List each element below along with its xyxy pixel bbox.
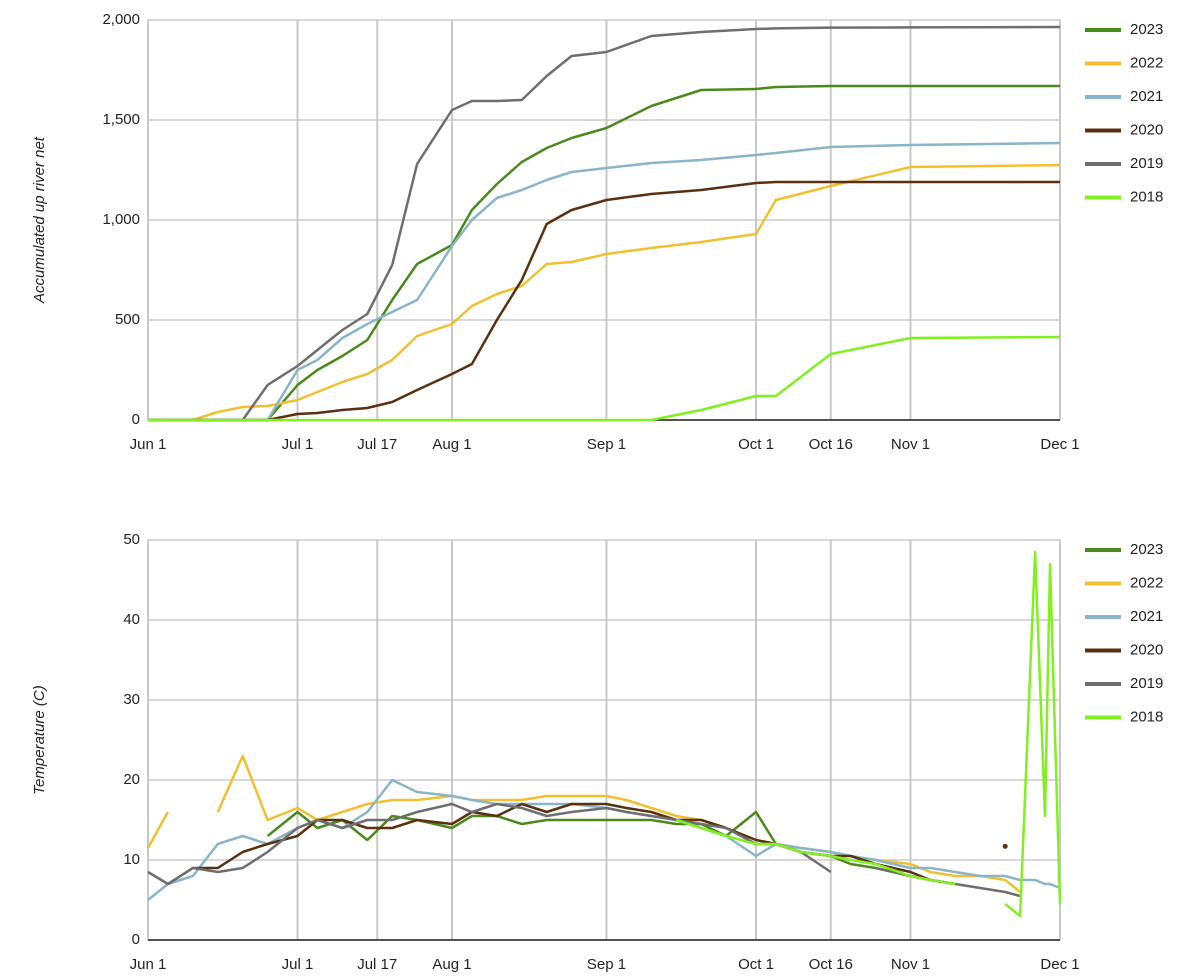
line [146,811,169,849]
x-tick-label: Aug 1 [432,436,471,453]
legend-label: 2021 [1130,88,1163,105]
legend-label: 2019 [1130,155,1163,172]
line [148,25,1061,422]
legend-label: 2021 [1130,608,1163,625]
y-tick-label: 10 [123,851,140,868]
plot-area [147,539,1061,941]
line [216,754,1021,893]
y-tick-label: 50 [123,531,140,548]
y-tick-label: 2,000 [102,11,140,28]
y-tick-label: 0 [132,411,140,428]
x-tick-label: Oct 1 [738,956,774,973]
x-tick-label: Jul 1 [282,956,314,973]
x-tick-label: Oct 16 [809,956,853,973]
line [1004,550,1062,918]
x-tick-label: Jul 17 [357,956,397,973]
legend-label: 2023 [1130,21,1163,38]
y-axis-label: Accumulated up river net [31,136,48,304]
line [148,335,1061,422]
y-tick-label: 0 [132,931,140,948]
line [148,163,1061,422]
x-tick-label: Dec 1 [1040,956,1079,973]
legend-label: 2022 [1130,54,1163,71]
y-tick-label: 500 [115,311,140,328]
legend-label: 2023 [1130,541,1163,558]
x-tick-label: Oct 1 [738,436,774,453]
legend-label: 2020 [1130,641,1163,658]
data-point [1002,843,1008,849]
x-tick-label: Aug 1 [432,956,471,973]
y-tick-label: 1,500 [102,111,140,128]
legend-label: 2018 [1130,708,1163,725]
legend-label: 2018 [1130,188,1163,205]
legend-label: 2019 [1130,675,1163,692]
y-tick-label: 20 [123,771,140,788]
legend-label: 2020 [1130,121,1163,138]
x-tick-label: Jul 17 [357,436,397,453]
x-tick-label: Oct 16 [809,436,853,453]
x-tick-label: Sep 1 [587,436,626,453]
x-tick-label: Dec 1 [1040,436,1079,453]
x-tick-label: Nov 1 [891,956,930,973]
y-axis-label: Temperature (C) [31,685,48,794]
x-tick-label: Jul 1 [282,436,314,453]
line [147,802,832,886]
x-tick-label: Sep 1 [587,956,626,973]
line [675,818,956,886]
x-tick-label: Nov 1 [891,436,930,453]
x-tick-label: Jun 1 [130,956,167,973]
x-tick-label: Jun 1 [130,436,167,453]
y-tick-label: 40 [123,611,140,628]
y-tick-label: 1,000 [102,211,140,228]
y-tick-label: 30 [123,691,140,708]
legend-label: 2022 [1130,574,1163,591]
